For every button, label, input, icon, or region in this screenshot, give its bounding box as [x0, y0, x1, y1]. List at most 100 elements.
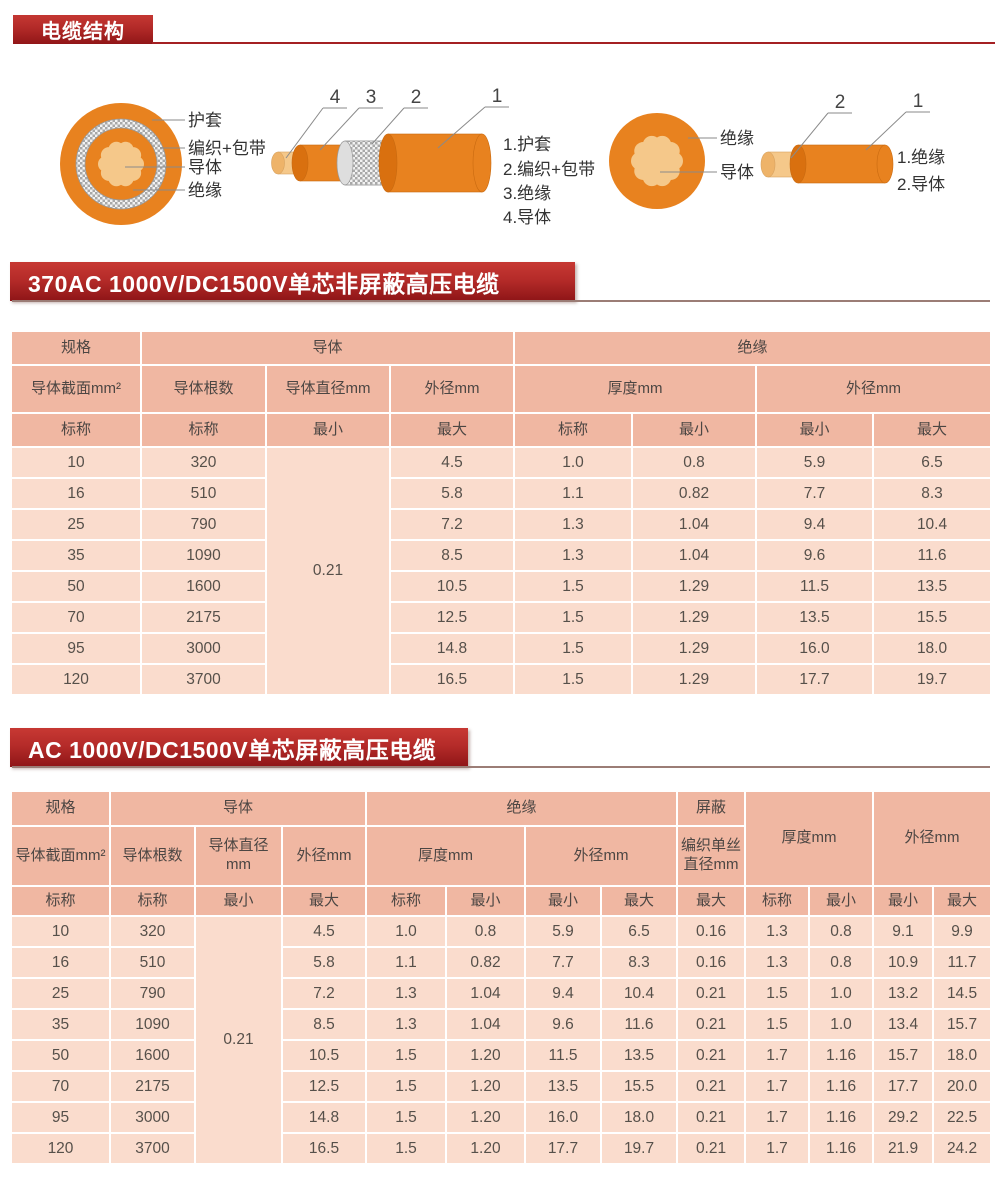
- table-row: 95 3000 14.8 1.5 1.20 16.0 18.0 0.21 1.7 1.16 29.2…: [10, 1101, 993, 1134]
- cross-section-4layer: 护套 编织+包带 导体 绝缘: [60, 103, 266, 225]
- table-cell: 13.5: [755, 601, 875, 634]
- group-conductor: 导体: [139, 330, 516, 366]
- table-cell: 9.6: [524, 1008, 603, 1041]
- legend1-item-4: 4.导体: [503, 208, 551, 227]
- table-cell: 7.7: [524, 946, 603, 979]
- label-conductor-2: 导体: [720, 163, 754, 182]
- shielded-cable-table: 规格 导体 绝缘 屏蔽 厚度mm 外径mm 导体截面mm² 导体根数 导体直径m…: [10, 790, 993, 1165]
- section-title-shielded: AC 1000V/DC1500V单芯屏蔽高压电缆: [10, 728, 468, 767]
- table-cell: 21.9: [872, 1132, 935, 1165]
- subhead: 最大: [872, 412, 993, 448]
- table-cell: 1.1: [513, 477, 634, 510]
- table-cell: 15.5: [872, 601, 993, 634]
- group-header-row: 规格 导体 绝缘: [10, 330, 993, 366]
- table-row: 25 790 7.2 1.3 1.04 9.4 10.4: [10, 508, 993, 541]
- stripped-cable-2layer: 2 1 1.绝缘 2.导体: [760, 91, 945, 194]
- callout-4: 4: [330, 87, 341, 108]
- table-cell: 12.5: [280, 1070, 368, 1103]
- table-cell: 12.5: [388, 601, 516, 634]
- table-cell: 0.21: [676, 977, 747, 1010]
- table-cell: 15.5: [600, 1070, 679, 1103]
- table-cell: 4.5: [280, 915, 368, 948]
- cable1-sheath: [387, 133, 483, 193]
- table-cell: 10: [10, 915, 111, 948]
- table-cell: 5.8: [280, 946, 368, 979]
- table-cell: 320: [109, 915, 196, 948]
- table-cell: 3700: [140, 663, 267, 696]
- legend1-item-2: 2.编织+包带: [503, 160, 595, 179]
- legend2-item-1: 1.绝缘: [897, 148, 945, 167]
- subhead: 最小: [755, 412, 875, 448]
- table-cell: 0.82: [631, 477, 758, 510]
- table-cell: 19.7: [872, 663, 993, 696]
- col-strands: 导体根数: [109, 825, 196, 887]
- cross-section-2layer: 绝缘 导体: [609, 113, 754, 209]
- table-cell: 1.3: [744, 946, 811, 979]
- table-row: 120 3700 16.5 1.5 1.29 17.7 19.7: [10, 663, 993, 696]
- table-cell: 1.5: [744, 1008, 811, 1041]
- cable1-sheath-end: [472, 133, 492, 193]
- table-cell: 17.7: [524, 1132, 603, 1165]
- table-cell: 35: [10, 1008, 111, 1041]
- subheader-row: 标称 标称 最小 最大 标称 最小 最小 最大: [10, 412, 993, 448]
- table-cell: 15.7: [932, 1008, 993, 1041]
- subhead: 最小: [872, 885, 935, 917]
- col-ins-thick: 厚度mm: [365, 825, 527, 887]
- col-braid-dia: 编织单丝直径mm: [676, 825, 747, 887]
- table-cell: 0.16: [676, 946, 747, 979]
- table-cell: 5.8: [388, 477, 516, 510]
- table-cell: 10.5: [388, 570, 516, 603]
- table-cell: 11.5: [524, 1039, 603, 1072]
- table-cell: 16: [10, 477, 142, 510]
- col-strands: 导体根数: [140, 364, 267, 414]
- table-cell: 18.0: [872, 632, 993, 665]
- table-cell: 15.7: [872, 1039, 935, 1072]
- table-cell: 1.3: [513, 539, 634, 572]
- table-cell: 11.6: [872, 539, 993, 572]
- merged-min-diameter-cell: 0.21: [194, 915, 283, 1165]
- subhead: 最小: [808, 885, 875, 917]
- table-row: 25 790 7.2 1.3 1.04 9.4 10.4 0.21 1.5 1.0 13.2 14.5: [10, 977, 993, 1010]
- table-cell: 8.5: [280, 1008, 368, 1041]
- subhead: 最小: [631, 412, 758, 448]
- title-underline: [152, 42, 995, 44]
- col-strand-dia: 导体直径mm: [194, 825, 283, 887]
- table-row: 10 320 0.21 4.5 1.0 0.8 5.9 6.5: [10, 446, 993, 696]
- table-cell: 7.7: [755, 477, 875, 510]
- subhead: 最小: [194, 885, 283, 917]
- table-cell: 70: [10, 601, 142, 634]
- table-cell: 13.4: [872, 1008, 935, 1041]
- conductor-core: [98, 141, 144, 187]
- table-cell: 1.0: [365, 915, 448, 948]
- table-cell: 1.3: [365, 977, 448, 1010]
- table-cell: 9.9: [932, 915, 993, 948]
- table-cell: 320: [140, 446, 267, 479]
- table-row: 50 1600 10.5 1.5 1.29 11.5 13.5: [10, 570, 993, 603]
- table-cell: 0.21: [676, 1008, 747, 1041]
- table-cell: 1.04: [631, 539, 758, 572]
- table-cell: 1.29: [631, 632, 758, 665]
- subheader-row: 标称 标称 最小 最大 标称 最小 最小 最大 最大 标称 最小 最小 最大: [10, 885, 993, 917]
- table-cell: 14.8: [388, 632, 516, 665]
- subhead: 最大: [932, 885, 993, 917]
- subhead: 最小: [445, 885, 527, 917]
- table-cell: 0.82: [445, 946, 527, 979]
- table-cell: 3700: [109, 1132, 196, 1165]
- table-cell: 29.2: [872, 1101, 935, 1134]
- section-title-unshielded: 370AC 1000V/DC1500V单芯非屏蔽高压电缆: [10, 262, 575, 301]
- table-cell: 8.5: [388, 539, 516, 572]
- table-cell: 3000: [109, 1101, 196, 1134]
- table-cell: 6.5: [600, 915, 679, 948]
- table-cell: 1.16: [808, 1132, 875, 1165]
- table-cell: 1600: [140, 570, 267, 603]
- subhead: 最小: [265, 412, 391, 448]
- table-cell: 13.5: [524, 1070, 603, 1103]
- table-cell: 2175: [140, 601, 267, 634]
- table-cell: 790: [140, 508, 267, 541]
- table-cell: 18.0: [932, 1039, 993, 1072]
- table-cell: 0.8: [631, 446, 758, 479]
- group-insulation: 绝缘: [365, 790, 679, 827]
- table-cell: 10.5: [280, 1039, 368, 1072]
- col-section: 导体截面mm²: [10, 364, 142, 414]
